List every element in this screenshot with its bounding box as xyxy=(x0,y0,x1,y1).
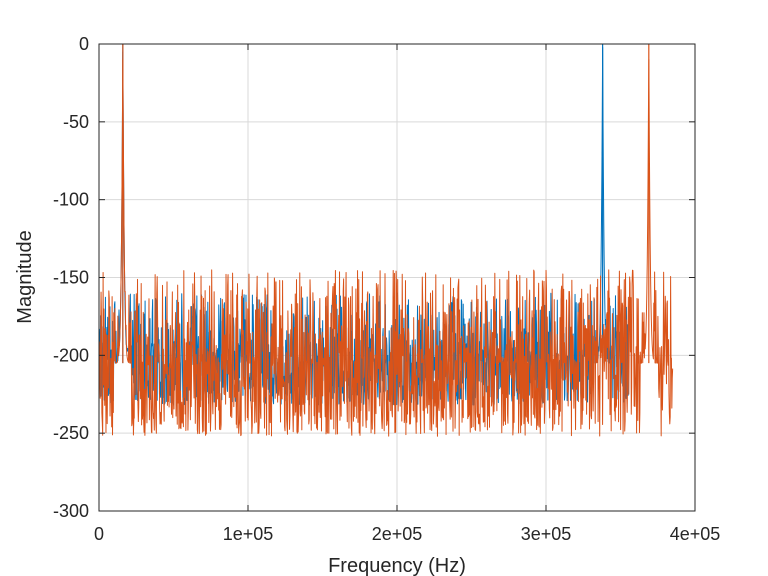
x-tick-label: 0 xyxy=(94,524,104,544)
y-tick-labels: 0 -50 -100 -150 -200 -250 -300 xyxy=(53,34,89,521)
x-tick-label: 4e+05 xyxy=(670,524,721,544)
series-layer xyxy=(98,44,674,437)
y-tick-label: 0 xyxy=(79,34,89,54)
y-tick-label: -200 xyxy=(53,345,89,365)
x-tick-label: 3e+05 xyxy=(521,524,572,544)
y-tick-label: -50 xyxy=(63,112,89,132)
y-tick-label: -100 xyxy=(53,190,89,210)
x-tick-label: 1e+05 xyxy=(223,524,274,544)
y-axis-label: Magnitude xyxy=(14,230,36,323)
x-axis-label: Frequency (Hz) xyxy=(328,555,466,576)
axis-ticks xyxy=(98,43,696,512)
x-tick-labels: 0 1e+05 2e+05 3e+05 4e+05 xyxy=(94,524,720,544)
series-line-2 xyxy=(98,59,674,437)
x-tick-label: 2e+05 xyxy=(372,524,423,544)
y-tick-label: -250 xyxy=(53,423,89,443)
y-tick-label: -150 xyxy=(53,268,89,288)
y-tick-label: -300 xyxy=(53,501,89,521)
